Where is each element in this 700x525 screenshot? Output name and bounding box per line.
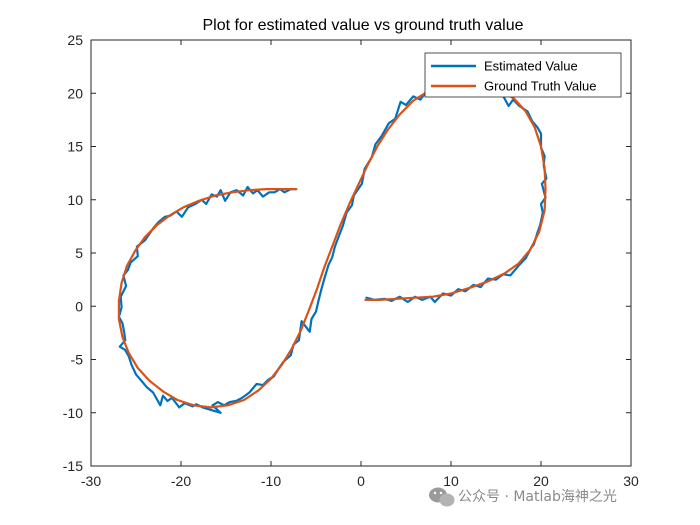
x-tick-label: -20: [171, 473, 191, 489]
legend-label-estimated: Estimated Value: [484, 59, 578, 74]
y-tick-label: 25: [67, 32, 83, 48]
y-tick-label: 10: [67, 192, 83, 208]
wechat-icon: [429, 487, 455, 507]
legend-label-ground-truth: Ground Truth Value: [484, 79, 597, 94]
watermark: 公众号 · Matlab海神之光: [429, 487, 617, 507]
legend-box: [424, 52, 622, 98]
y-tick-label: 5: [75, 245, 83, 261]
y-axis: -15 -10 -5 0 5 10 15 20 25: [63, 32, 631, 474]
x-axis: -30 -20 -10 0 10 20 30: [81, 40, 639, 489]
x-tick-label: -30: [81, 473, 101, 489]
y-tick-label: -15: [63, 458, 83, 474]
y-tick-label: 20: [67, 85, 83, 101]
series-line-ground-truth: [117, 81, 547, 409]
x-tick-label: 10: [443, 473, 459, 489]
watermark-text: 公众号 · Matlab海神之光: [458, 489, 617, 505]
x-tick-label: -10: [261, 473, 281, 489]
y-tick-label: 0: [75, 298, 83, 314]
y-tick-label: 15: [67, 139, 83, 155]
series-layer: [117, 81, 548, 414]
y-tick-label: -10: [63, 405, 83, 421]
legend: Estimated Value Ground Truth Value: [424, 52, 622, 98]
y-tick-label: -5: [71, 352, 84, 368]
chart-title: Plot for estimated value vs ground truth…: [202, 17, 523, 34]
plot-area-frame: [90, 39, 632, 467]
x-tick-label: 30: [623, 473, 639, 489]
x-tick-label: 20: [533, 473, 549, 489]
x-tick-label: 0: [357, 473, 365, 489]
